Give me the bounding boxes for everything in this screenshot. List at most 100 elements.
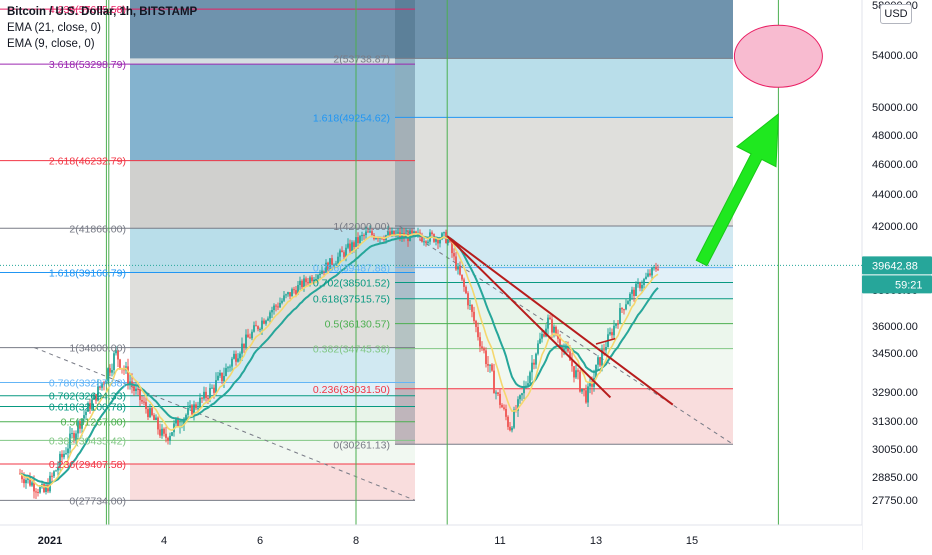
candle-body [105,380,107,384]
candle-body [343,252,345,257]
candle-body [491,364,493,371]
candle-body [389,231,391,236]
candle-body [227,367,229,369]
candle-body [25,479,27,484]
candle-body [537,343,539,354]
candle-body [377,237,379,239]
candle-body [625,304,627,310]
candle-body [51,475,53,477]
candle-body [189,405,191,408]
candle-body [307,282,309,284]
candle-body [397,232,399,235]
candle-body [157,417,159,430]
candle-body [119,359,121,369]
candle-body [197,407,199,409]
indicator-ema21[interactable]: EMA (21, close, 0) [7,22,101,34]
candle-body [303,278,305,288]
candle-body [151,408,153,416]
drawing-layer [446,24,823,406]
candle-body [459,266,461,275]
candle-body [225,368,227,376]
candle-body [627,301,629,305]
candle-body [91,399,93,410]
candle-body [435,238,437,242]
candle-body [273,305,275,310]
fib-right-label: 0(30261.13) [333,439,390,451]
candle-body [27,477,29,480]
candle-body [127,366,129,384]
candle-body [647,273,649,277]
candle-body [341,250,343,253]
candle-body [589,381,591,387]
candle-body [487,364,489,366]
candle-body [591,381,593,387]
candle-body [453,253,455,257]
candle-body [415,231,417,234]
candle-body [479,337,481,347]
candle-body [533,362,535,365]
candle-body [637,282,639,284]
candle-body [209,387,211,399]
candle-body [143,401,145,403]
fib-right-zone [395,388,733,445]
candle-body [615,323,617,326]
fib-left-label: 0.382(30435.42) [49,435,126,447]
candle-body [129,381,131,384]
price-tick-label: 31300.00 [872,416,918,428]
candle-body [297,285,299,295]
candle-body [489,364,491,366]
candle-body [635,283,637,297]
candle-body [99,386,101,388]
candle-body [319,273,321,276]
candle-body [317,275,319,280]
candle-body [185,414,187,419]
candle-body [361,235,363,237]
candle-body [463,279,465,287]
candle-body [305,278,307,283]
fib-right-label: 0.236(33031.50) [313,384,390,396]
fib-right-label: 0.786(39487.88) [313,263,390,275]
candle-body [43,484,45,492]
candle-body [55,470,57,472]
time-tick-label: 8 [353,535,359,547]
candle-body [217,375,219,381]
candle-body [467,293,469,306]
candle-body [507,416,509,427]
candle-body [177,419,179,427]
indicator-ema9[interactable]: EMA (9, close, 0) [7,38,95,50]
candle-body [641,285,643,289]
currency-button[interactable]: USD [880,4,912,24]
fib-right-zone [395,58,733,118]
candle-body [149,408,151,418]
candle-body [605,347,607,351]
candle-body [213,387,215,393]
candle-body [241,343,243,354]
candle-body [449,239,451,242]
candle-body [239,353,241,359]
fib-right-trend-line [398,225,734,445]
fib-right-zone [395,117,733,226]
candle-body [101,383,103,388]
candle-body [257,326,259,330]
candle-body [649,273,651,276]
candle-body [329,258,331,271]
fib-left-zone [130,463,415,501]
fib-left-zone [130,382,415,396]
price-tick-label: 50000.00 [872,102,918,114]
candle-body [29,477,31,486]
chart-legend: Bitcoin / U.S. Dollar, 1h, BITSTAMP EMA … [7,4,197,52]
candle-body [337,256,339,264]
candle-body [585,390,587,403]
candle-body [233,353,235,359]
fib-level-layer [0,8,734,501]
candle-body [517,399,519,411]
fib-overlap-zone [395,0,415,59]
candle-body [421,237,423,242]
candle-body [651,267,653,276]
candle-body [375,237,377,240]
candle-body [501,404,503,408]
candle-body [351,242,353,252]
time-tick-label: 13 [590,535,602,547]
